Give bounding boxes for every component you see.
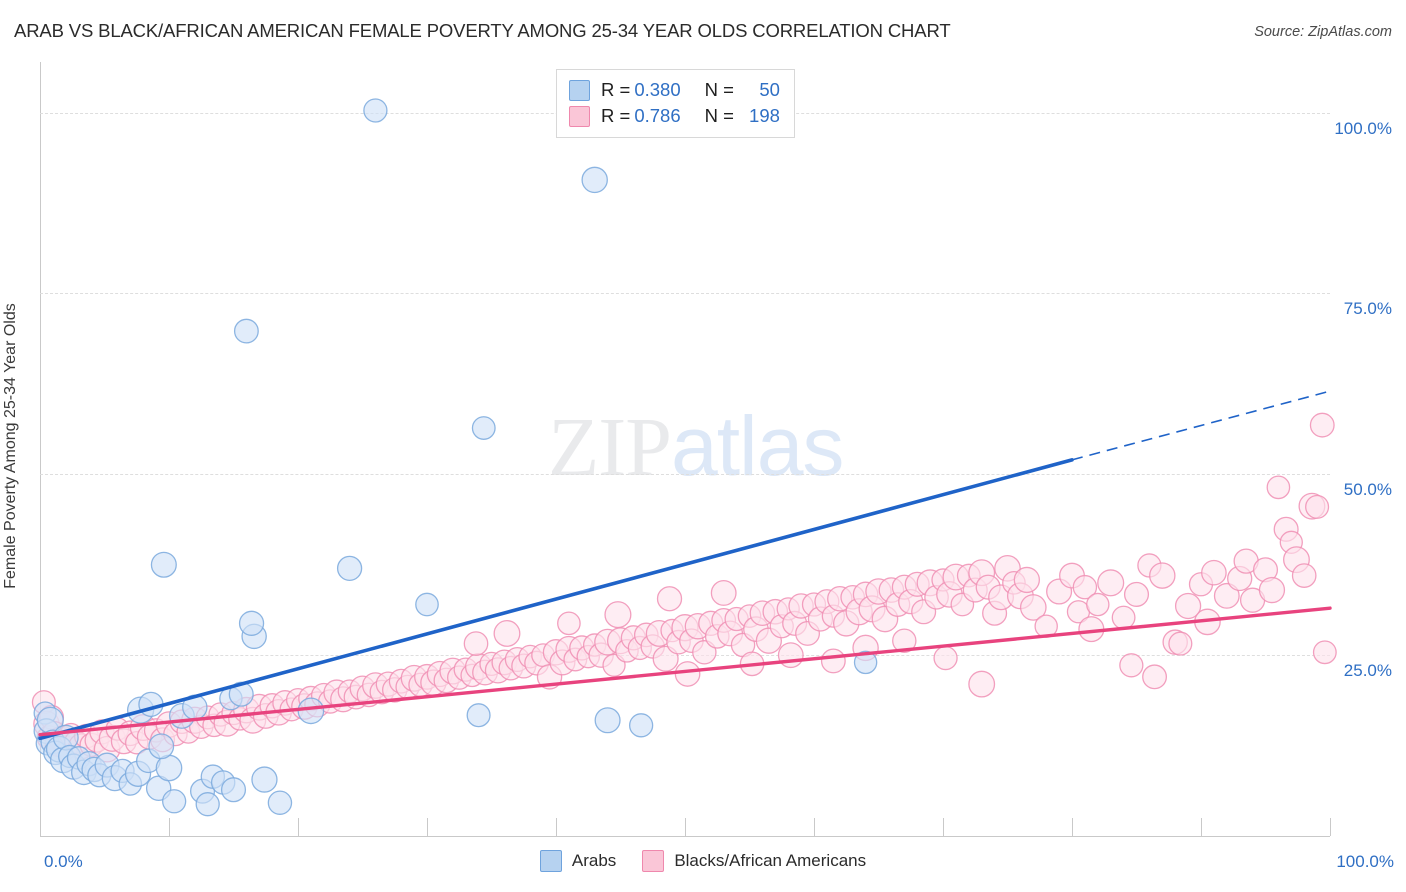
- series-swatch-blacks-icon: [642, 850, 664, 872]
- series-legend: Arabs Blacks/African Americans: [0, 850, 1406, 872]
- data-point: [558, 612, 580, 634]
- data-point: [252, 767, 277, 792]
- series-legend-item-blacks[interactable]: Blacks/African Americans: [642, 850, 866, 872]
- data-point: [196, 793, 219, 816]
- data-point: [163, 790, 186, 813]
- data-point: [472, 417, 495, 440]
- data-point: [1014, 567, 1039, 592]
- data-point: [1293, 564, 1316, 587]
- data-point: [149, 734, 174, 759]
- data-point: [1112, 606, 1135, 629]
- stat-n-value-blacks: 198: [740, 105, 780, 127]
- stat-swatch-arabs-icon: [569, 80, 590, 101]
- data-point: [1314, 641, 1337, 664]
- data-point: [1098, 570, 1124, 596]
- data-point: [240, 611, 264, 635]
- data-point: [235, 319, 259, 343]
- data-point: [1267, 476, 1289, 498]
- stat-n-value-arabs: 50: [740, 79, 780, 101]
- data-point: [658, 587, 682, 611]
- series-label-arabs: Arabs: [572, 851, 616, 871]
- data-point: [711, 581, 736, 606]
- stat-n-label-arabs: N =: [705, 79, 734, 101]
- series-label-blacks: Blacks/African Americans: [674, 851, 866, 871]
- data-point: [934, 647, 957, 670]
- data-point: [298, 698, 323, 723]
- data-point: [778, 643, 803, 668]
- stat-swatch-blacks-icon: [569, 106, 590, 127]
- chart-root: ARAB VS BLACK/AFRICAN AMERICAN FEMALE PO…: [0, 0, 1406, 892]
- data-point: [1143, 665, 1167, 689]
- data-point: [1310, 413, 1334, 437]
- data-point: [630, 714, 653, 737]
- data-point: [1306, 495, 1329, 518]
- stat-r-label-arabs: R =: [601, 79, 630, 101]
- data-point: [1120, 654, 1143, 677]
- data-point: [1169, 632, 1192, 655]
- data-point: [582, 167, 607, 192]
- data-point: [467, 704, 490, 727]
- data-point: [416, 593, 438, 615]
- correlation-stats-legend: R = 0.380 N = 50 R = 0.786 N = 198: [556, 69, 795, 138]
- data-point: [151, 552, 176, 577]
- data-point: [364, 99, 387, 122]
- data-point: [1125, 583, 1149, 607]
- data-point: [494, 621, 520, 647]
- series-swatch-arabs-icon: [540, 850, 562, 872]
- stat-r-value-arabs: 0.380: [634, 79, 680, 101]
- data-point: [338, 556, 362, 580]
- data-point: [675, 662, 699, 686]
- data-point: [268, 791, 291, 814]
- stat-n-label-blacks: N =: [705, 105, 734, 127]
- data-point: [822, 649, 846, 673]
- stat-row-blacks: R = 0.786 N = 198: [569, 103, 780, 129]
- data-point: [464, 632, 487, 655]
- series-legend-item-arabs[interactable]: Arabs: [540, 850, 616, 872]
- data-point: [1202, 561, 1226, 585]
- data-point: [595, 708, 620, 733]
- data-point: [1259, 578, 1284, 603]
- stat-r-label-blacks: R =: [601, 105, 630, 127]
- data-point: [1150, 563, 1175, 588]
- data-point: [605, 602, 631, 628]
- data-point: [222, 778, 246, 802]
- stat-r-value-blacks: 0.786: [634, 105, 680, 127]
- data-point: [969, 671, 995, 697]
- stat-row-arabs: R = 0.380 N = 50: [569, 77, 780, 103]
- points-group-arabs: [34, 99, 877, 816]
- data-point: [1087, 593, 1109, 615]
- trendline-arabs-extrapolated: [1072, 391, 1330, 460]
